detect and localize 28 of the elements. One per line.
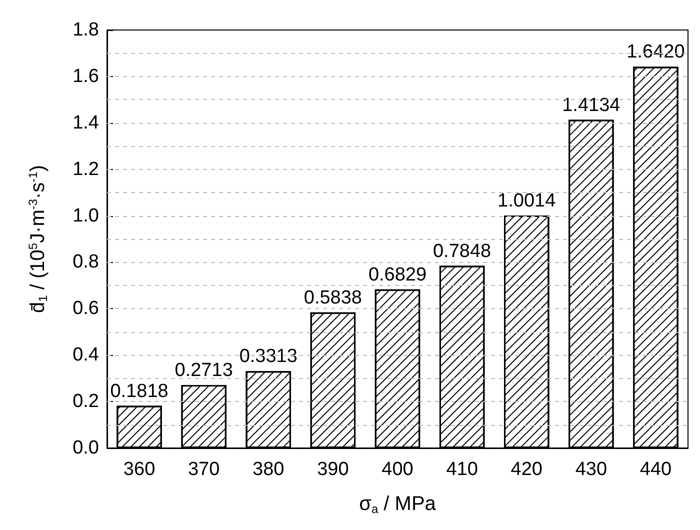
y-tick-label: 1.6 <box>72 66 99 87</box>
x-tick-label: 390 <box>317 459 349 480</box>
x-tick-label: 370 <box>188 459 220 480</box>
y-tick-label: 0.0 <box>72 438 99 458</box>
x-tick-label: 410 <box>446 459 478 480</box>
x-tick-label: 430 <box>575 459 608 480</box>
x-tick-label: 440 <box>640 459 672 480</box>
x-tick-label: 400 <box>382 459 414 480</box>
data-label: 0.2713 <box>174 360 233 381</box>
data-label: 0.7848 <box>432 240 492 262</box>
y-tick-label: 1.4 <box>72 112 100 134</box>
data-label: 1.0014 <box>498 190 556 212</box>
y-tick-label: 1.2 <box>72 158 99 180</box>
y-tick-label: 1.0 <box>72 205 99 226</box>
data-label: 1.4134 <box>562 94 621 116</box>
data-label: 0.6829 <box>368 264 427 286</box>
x-tick-label: 380 <box>252 459 284 480</box>
text: d̄1 / (105J·m-3·s-1) <box>26 164 50 314</box>
data-label: 0.3313 <box>239 346 298 368</box>
x-tick-label: 360 <box>123 459 156 480</box>
y-tick-label: 0.6 <box>72 298 99 320</box>
y-tick-label: 0.4 <box>72 344 100 366</box>
y-tick-label: 1.8 <box>72 20 99 40</box>
data-label: 0.1818 <box>110 380 168 402</box>
y-tick-label: 0.8 <box>72 252 99 273</box>
x-tick-label: 420 <box>510 459 542 480</box>
data-label: 0.5838 <box>304 287 362 308</box>
y-tick-label: 0.2 <box>72 391 99 412</box>
